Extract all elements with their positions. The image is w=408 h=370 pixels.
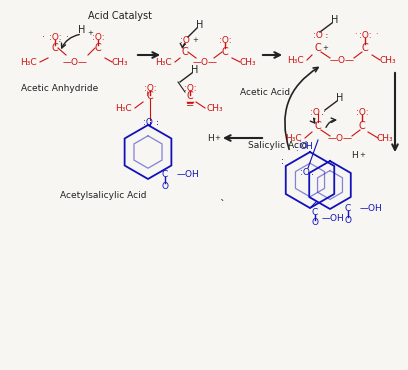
Text: ·: · bbox=[375, 30, 377, 40]
Text: CH₃: CH₃ bbox=[377, 134, 393, 142]
Text: ·: · bbox=[295, 148, 297, 157]
Text: C: C bbox=[315, 121, 322, 131]
Text: :O:: :O: bbox=[144, 84, 156, 92]
Text: ·: · bbox=[155, 120, 158, 130]
Text: OH: OH bbox=[299, 141, 313, 151]
Text: ·: · bbox=[294, 143, 298, 153]
Text: H: H bbox=[206, 134, 213, 142]
Text: C: C bbox=[345, 204, 351, 212]
Text: ·: · bbox=[311, 170, 315, 180]
Text: :O: :O bbox=[143, 118, 153, 127]
Text: :O: :O bbox=[313, 30, 323, 40]
Text: O: O bbox=[344, 215, 352, 225]
Text: C: C bbox=[52, 43, 58, 53]
Text: :O:: :O: bbox=[92, 33, 104, 41]
Text: ·: · bbox=[311, 167, 315, 177]
Text: C: C bbox=[359, 121, 366, 131]
Text: ·: · bbox=[324, 107, 326, 117]
Text: CH₃: CH₃ bbox=[239, 57, 256, 67]
Text: Acetylsalicylic Acid: Acetylsalicylic Acid bbox=[60, 191, 146, 199]
Text: :O:: :O: bbox=[356, 108, 368, 117]
Text: CH₃: CH₃ bbox=[380, 56, 396, 64]
Text: +: + bbox=[359, 152, 365, 158]
Text: Acetic Anhydride: Acetic Anhydride bbox=[21, 84, 99, 92]
Text: Salicylic Acid: Salicylic Acid bbox=[248, 141, 307, 149]
Text: `: ` bbox=[219, 200, 225, 210]
Text: :O:: :O: bbox=[184, 84, 196, 92]
Text: CH₃: CH₃ bbox=[207, 104, 223, 112]
Text: C: C bbox=[361, 43, 368, 53]
Text: ·: · bbox=[322, 110, 324, 120]
Text: C: C bbox=[95, 43, 101, 53]
Text: H: H bbox=[78, 25, 86, 35]
Text: Acetic Acid: Acetic Acid bbox=[240, 87, 290, 97]
Text: +: + bbox=[87, 30, 93, 36]
Text: —OH: —OH bbox=[177, 169, 200, 178]
Text: C: C bbox=[222, 47, 228, 57]
Text: ·: · bbox=[58, 37, 62, 47]
Text: C: C bbox=[162, 169, 168, 178]
Text: C: C bbox=[186, 91, 193, 101]
Text: ·: · bbox=[42, 32, 44, 42]
Text: +: + bbox=[322, 45, 328, 51]
Text: ·: · bbox=[325, 30, 329, 40]
Text: H₃C: H₃C bbox=[155, 57, 171, 67]
Text: ·: · bbox=[354, 30, 356, 40]
Text: H₃C: H₃C bbox=[285, 134, 302, 142]
Text: Acid Catalyst: Acid Catalyst bbox=[88, 11, 152, 21]
Text: ·: · bbox=[155, 117, 158, 127]
Text: CH₃: CH₃ bbox=[112, 57, 128, 67]
Text: C: C bbox=[312, 208, 318, 216]
Text: H₃C: H₃C bbox=[20, 57, 36, 67]
Text: H: H bbox=[352, 151, 358, 159]
Text: H: H bbox=[196, 20, 204, 30]
Text: ·: · bbox=[66, 32, 69, 42]
Text: O: O bbox=[311, 218, 319, 226]
Text: —O—: —O— bbox=[330, 56, 355, 64]
Text: +: + bbox=[192, 37, 198, 43]
Text: —OH: —OH bbox=[322, 213, 345, 222]
Text: :O: :O bbox=[300, 168, 310, 176]
Text: —OH: —OH bbox=[360, 204, 383, 212]
Text: —O—: —O— bbox=[193, 57, 217, 67]
Text: ·: · bbox=[281, 155, 284, 165]
Text: :O: :O bbox=[180, 36, 190, 44]
Text: :O:: :O: bbox=[49, 33, 61, 41]
Text: —O—: —O— bbox=[62, 57, 87, 67]
Text: +: + bbox=[214, 135, 220, 141]
Text: —O—: —O— bbox=[328, 134, 353, 142]
Text: =: = bbox=[186, 100, 194, 110]
Text: H₃C: H₃C bbox=[287, 56, 303, 64]
Text: :O: :O bbox=[310, 108, 320, 117]
Text: C: C bbox=[315, 43, 322, 53]
Text: H: H bbox=[191, 65, 199, 75]
Text: C: C bbox=[182, 47, 188, 57]
Text: :O:: :O: bbox=[219, 36, 231, 44]
Text: O: O bbox=[162, 182, 169, 191]
Text: ·: · bbox=[325, 33, 329, 43]
Text: C: C bbox=[146, 91, 153, 101]
Text: H: H bbox=[336, 93, 344, 103]
Text: H₃C: H₃C bbox=[115, 104, 131, 112]
Text: ·: · bbox=[281, 159, 284, 169]
Text: H: H bbox=[331, 15, 339, 25]
Text: :O:: :O: bbox=[359, 30, 371, 40]
